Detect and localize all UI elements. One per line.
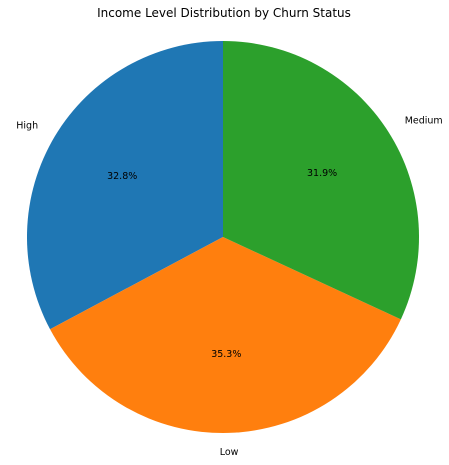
slice-label-high: High — [16, 121, 38, 132]
pct-label-medium: 31.9% — [307, 168, 337, 179]
pie-labels: 32.8% High 35.3% Low 31.9% Medium — [16, 115, 442, 458]
pct-label-low: 35.3% — [211, 349, 241, 360]
slice-label-low: Low — [220, 447, 239, 458]
pie-slices — [26, 41, 420, 434]
pct-label-high: 32.8% — [107, 171, 137, 182]
pie-slice-medium — [223, 41, 420, 320]
slice-label-medium: Medium — [405, 115, 443, 126]
chart-title: Income Level Distribution by Churn Statu… — [97, 6, 351, 20]
pie-slice-low — [50, 237, 401, 434]
pie-slice-high — [26, 41, 224, 330]
